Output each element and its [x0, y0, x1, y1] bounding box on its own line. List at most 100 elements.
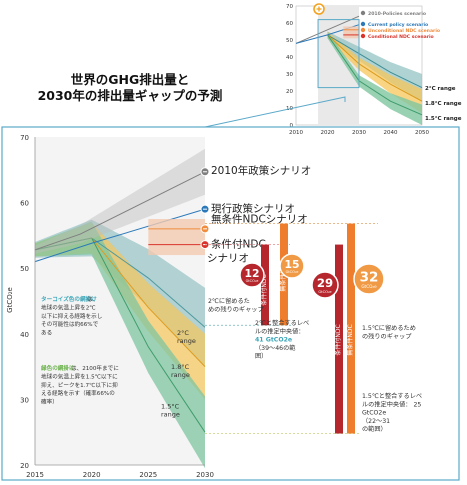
- annotation-estimate-15c: （22～31: [362, 418, 390, 425]
- inset-line-15c: [327, 34, 423, 116]
- ndc-box: [148, 219, 205, 256]
- annotation-estimate-2c: 2℃と整合するレベ: [255, 319, 309, 327]
- inset-range-18c: [327, 31, 422, 114]
- annotation-estimate-2c: 囲）: [255, 353, 267, 360]
- inset-zoom-frame: [317, 19, 360, 89]
- annotation-estimate-15c: GtCO2e: [362, 410, 386, 417]
- inset-label-15c: 1.5°C range: [425, 116, 462, 122]
- annotation-gap-2c: 2℃に留めるた: [208, 297, 250, 305]
- annotation-gap-15c: の残りのギャップ: [362, 333, 412, 341]
- inset-legend-dot: [360, 21, 366, 27]
- label-policy: 2010年政策シナリオ: [211, 164, 311, 177]
- inset-xtick: 2040: [384, 130, 398, 136]
- gap-bar-15c-unconditional: [347, 223, 355, 434]
- label-18c-a: 1.8°C: [171, 363, 190, 371]
- inset-line-18c: [327, 34, 423, 102]
- inset-label-18c: 1.8°C range: [425, 101, 462, 107]
- gap-bar-label: 条件付NDC: [334, 324, 342, 355]
- note-teal-line: は、: [87, 296, 98, 303]
- inset-legend-label: Conditional NDC scenario: [368, 34, 434, 40]
- note-teal-line: ある: [41, 330, 52, 337]
- note-teal-line: その可能性は約66%で: [41, 320, 99, 328]
- inset-legend-label: Current policy scenario: [368, 22, 428, 28]
- note-teal-line: 地球の気温上昇を2℃: [41, 303, 96, 311]
- page-title: 世界のGHG排出量と 2030年の排出量ギャップの予測: [20, 72, 240, 104]
- inset-label-2c: 2°C range: [425, 86, 456, 92]
- policy-band: [35, 148, 205, 254]
- inset-ytick: 40: [286, 55, 293, 61]
- gap-bubble: [239, 262, 265, 288]
- label-conditional-2: シナリオ: [207, 253, 249, 265]
- y-axis-label: GtCO₂e: [6, 287, 14, 313]
- title-line-1: 世界のGHG排出量と: [70, 72, 190, 87]
- inset-xtick: 2050: [415, 130, 429, 136]
- annotation-gap-2c: めの残りのギャップ: [208, 306, 264, 314]
- gap-bar-label: 無条件NDC: [346, 324, 354, 355]
- inset-xtick: 2010: [289, 130, 303, 136]
- gap-bubble: [279, 253, 305, 279]
- label-unconditional: 無条件NDCシナリオ: [211, 212, 308, 225]
- inset-line-policy: [295, 15, 360, 44]
- gap-bar-label: 無条件NDC: [279, 260, 287, 291]
- note-green-line: 抑え、ピークを1.7℃以下に抑: [41, 381, 118, 389]
- inset-ytick: 60: [286, 21, 293, 27]
- inset-xtick: 2020: [321, 130, 335, 136]
- annotation-gap-15c: 1.5℃に留めるため: [362, 324, 416, 332]
- line-policy: [34, 171, 206, 251]
- title-line-2: 2030年の排出量ギャップの予測: [37, 88, 223, 103]
- gap-value: 12: [244, 267, 259, 280]
- inset-ytick: 0: [290, 123, 294, 129]
- inset-range-15c: [327, 31, 422, 125]
- note-green-line: 確率）: [41, 398, 58, 406]
- inset-ytick: 20: [286, 89, 293, 95]
- line-15c: [34, 237, 206, 433]
- label-18c-b: range: [171, 371, 190, 379]
- ytick-label: 70: [20, 134, 29, 142]
- ytick-label: 60: [20, 200, 29, 208]
- annotation-estimate-2c: ルの推定中央値：: [255, 327, 305, 335]
- gap-bubble: [311, 271, 339, 299]
- label-15c-b: range: [161, 410, 180, 418]
- annotation-estimate-15c: ルの推定中央値： 25: [362, 400, 421, 408]
- label-2c-a: 2°C: [177, 329, 189, 337]
- note-teal-line: ターコイズ色の網掛け: [41, 295, 97, 303]
- gap-bar-2c-conditional: [261, 244, 269, 326]
- annotation-estimate-15c: 1.5℃と整合するレベ: [362, 392, 422, 400]
- inset-legend-label: Unconditional NDC scenario: [368, 28, 440, 34]
- main-frame: [1, 126, 460, 481]
- xtick-label: 2025: [139, 471, 157, 479]
- gap-value: 29: [317, 276, 333, 290]
- gap-bar-label: 条件付NDC: [260, 274, 268, 305]
- inset-xtick: 2030: [352, 130, 366, 136]
- gap-unit: GtCO₂e: [361, 284, 377, 289]
- inset-legend-label: 2010-Policies scenario: [368, 11, 426, 17]
- inset-ytick: 30: [286, 72, 293, 78]
- inset-focus-shade: [318, 6, 359, 125]
- inset-legend-dot: [360, 10, 366, 16]
- inset-ytick: 70: [286, 4, 293, 10]
- xtick-label: 2030: [196, 471, 214, 479]
- inset-ytick: 50: [286, 38, 293, 44]
- note-green-line: 緑色の網掛け: [41, 364, 75, 372]
- inset-legend-dot: [360, 33, 366, 39]
- label-current: 現行政策シナリオ: [211, 202, 295, 215]
- xtick-label: 2020: [83, 471, 101, 479]
- label-15c-a: 1.5°C: [161, 403, 180, 411]
- gap-unit: GtCO₂e: [286, 270, 299, 274]
- inset-line-2c: [327, 34, 423, 89]
- gap-value: 15: [284, 258, 299, 271]
- gap-bar-15c-conditional: [335, 244, 343, 434]
- gap-bubble: [353, 263, 385, 295]
- inset-ndc-box: [343, 26, 359, 39]
- note-green-line: える経路を示す（確率66%の: [41, 389, 115, 397]
- label-2c-b: range: [177, 337, 196, 345]
- gap-unit: GtCO₂e: [246, 279, 259, 283]
- note-green-line: 地球の気温上昇を1.5℃以下に: [41, 372, 118, 380]
- note-green-line: は、2100年までに: [71, 364, 119, 372]
- ytick-label: 40: [20, 331, 29, 339]
- gap-value: 32: [360, 269, 379, 285]
- annotation-estimate-15c: の範囲）: [362, 425, 387, 433]
